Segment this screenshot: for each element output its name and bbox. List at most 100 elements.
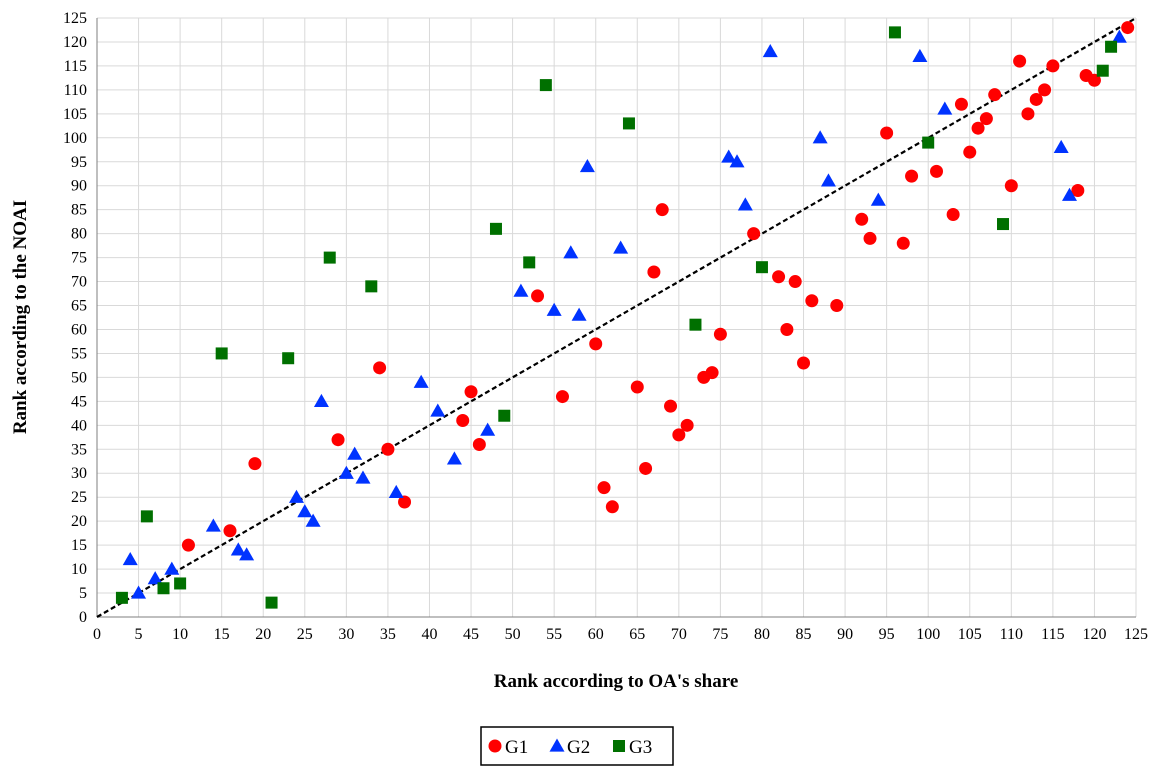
x-tick-label: 80	[754, 626, 770, 643]
data-point-g2	[937, 101, 953, 115]
y-tick-label: 5	[79, 585, 87, 602]
data-point-g1	[780, 322, 794, 336]
data-point-g1	[880, 126, 894, 140]
y-tick-label: 15	[71, 537, 87, 554]
data-point-g1	[863, 231, 877, 245]
y-tick-label: 80	[71, 226, 87, 243]
data-point-g2	[480, 422, 496, 436]
data-point-g3	[489, 222, 502, 235]
y-tick-label: 25	[71, 489, 87, 506]
data-point-g1	[605, 500, 619, 514]
data-point-g1	[381, 442, 395, 456]
y-tick-label: 30	[71, 465, 87, 482]
x-tick-label: 0	[93, 626, 101, 643]
y-tick-label: 45	[71, 393, 87, 410]
legend-label-g3: G3	[629, 737, 652, 758]
x-tick-label: 50	[505, 626, 521, 643]
data-point-g1	[672, 428, 686, 442]
data-point-g1	[946, 207, 960, 221]
data-point-g3	[997, 218, 1010, 231]
data-point-g1	[555, 390, 569, 404]
x-tick-label: 70	[671, 626, 687, 643]
data-point-g3	[622, 117, 635, 130]
x-tick-label: 60	[588, 626, 604, 643]
data-point-g1	[1071, 184, 1085, 198]
data-point-g2	[812, 130, 828, 144]
legend-marker-g2	[549, 738, 565, 752]
data-point-g2	[721, 149, 737, 163]
x-tick-label: 95	[879, 626, 895, 643]
data-point-g1	[713, 327, 727, 341]
data-point-g2	[613, 240, 629, 254]
data-point-g2	[147, 571, 163, 585]
data-point-g1	[963, 145, 977, 159]
data-point-g3	[539, 79, 552, 92]
data-point-g1	[954, 97, 968, 111]
data-point-g2	[1062, 187, 1078, 201]
data-point-g3	[140, 510, 153, 523]
y-tick-label: 95	[71, 154, 87, 171]
data-point-g3	[922, 136, 935, 149]
x-axis-title: Rank according to OA's share	[494, 671, 739, 692]
y-tick-label: 100	[63, 130, 87, 147]
x-tick-label: 20	[255, 626, 271, 643]
legend-box	[480, 726, 674, 766]
data-point-g2	[762, 44, 778, 58]
data-point-g3	[498, 409, 511, 422]
legend: G1 G2 G3	[480, 726, 674, 766]
data-point-g1	[805, 294, 819, 308]
data-point-g2	[288, 489, 304, 503]
y-tick-label: 75	[71, 250, 87, 267]
data-point-g1	[331, 433, 345, 447]
data-point-g2	[579, 159, 595, 173]
data-point-g1	[1038, 83, 1052, 97]
y-tick-label: 90	[71, 178, 87, 195]
y-tick-label: 50	[71, 369, 87, 386]
y-tick-label: 125	[63, 10, 87, 27]
data-point-g3	[115, 591, 128, 604]
data-point-g1	[1046, 59, 1060, 73]
data-point-g1	[639, 461, 653, 475]
data-point-g1	[181, 538, 195, 552]
data-point-g2	[347, 446, 363, 460]
data-point-g1	[248, 457, 262, 471]
x-tick-label: 25	[297, 626, 313, 643]
data-point-g3	[174, 577, 187, 590]
x-tick-label: 105	[958, 626, 982, 643]
data-point-g3	[282, 352, 295, 365]
data-point-g1	[1029, 92, 1043, 106]
data-point-g2	[230, 542, 246, 556]
grid-lines	[96, 17, 1137, 618]
y-tick-label: 120	[63, 34, 87, 51]
data-point-g1	[855, 212, 869, 226]
data-point-g2	[388, 484, 404, 499]
legend-label-g2: G2	[567, 737, 590, 758]
data-point-g2	[430, 403, 446, 417]
data-point-g3	[888, 26, 901, 39]
legend-marker-g1	[488, 739, 502, 753]
data-point-g2	[338, 465, 354, 479]
data-point-g2	[870, 192, 886, 206]
reference-line-group	[96, 17, 1137, 618]
data-point-g1	[597, 481, 611, 495]
data-point-g3	[157, 582, 170, 595]
data-point-g1	[705, 366, 719, 380]
x-tick-label: 35	[380, 626, 396, 643]
data-point-g1	[788, 275, 802, 289]
data-point-g2	[355, 470, 371, 484]
x-tick-label: 75	[712, 626, 728, 643]
data-point-g2	[1111, 29, 1127, 43]
x-tick-label: 15	[214, 626, 230, 643]
series-g2	[122, 29, 1127, 599]
data-point-g2	[239, 547, 255, 561]
data-point-g2	[513, 283, 529, 297]
y-tick-label: 40	[71, 417, 87, 434]
data-point-g2	[820, 173, 836, 187]
data-point-g1	[655, 203, 669, 217]
x-tick-label: 45	[463, 626, 479, 643]
data-point-g2	[563, 245, 579, 259]
data-point-g1	[1021, 107, 1035, 121]
y-tick-label: 65	[71, 298, 87, 315]
data-point-g1	[647, 265, 661, 279]
